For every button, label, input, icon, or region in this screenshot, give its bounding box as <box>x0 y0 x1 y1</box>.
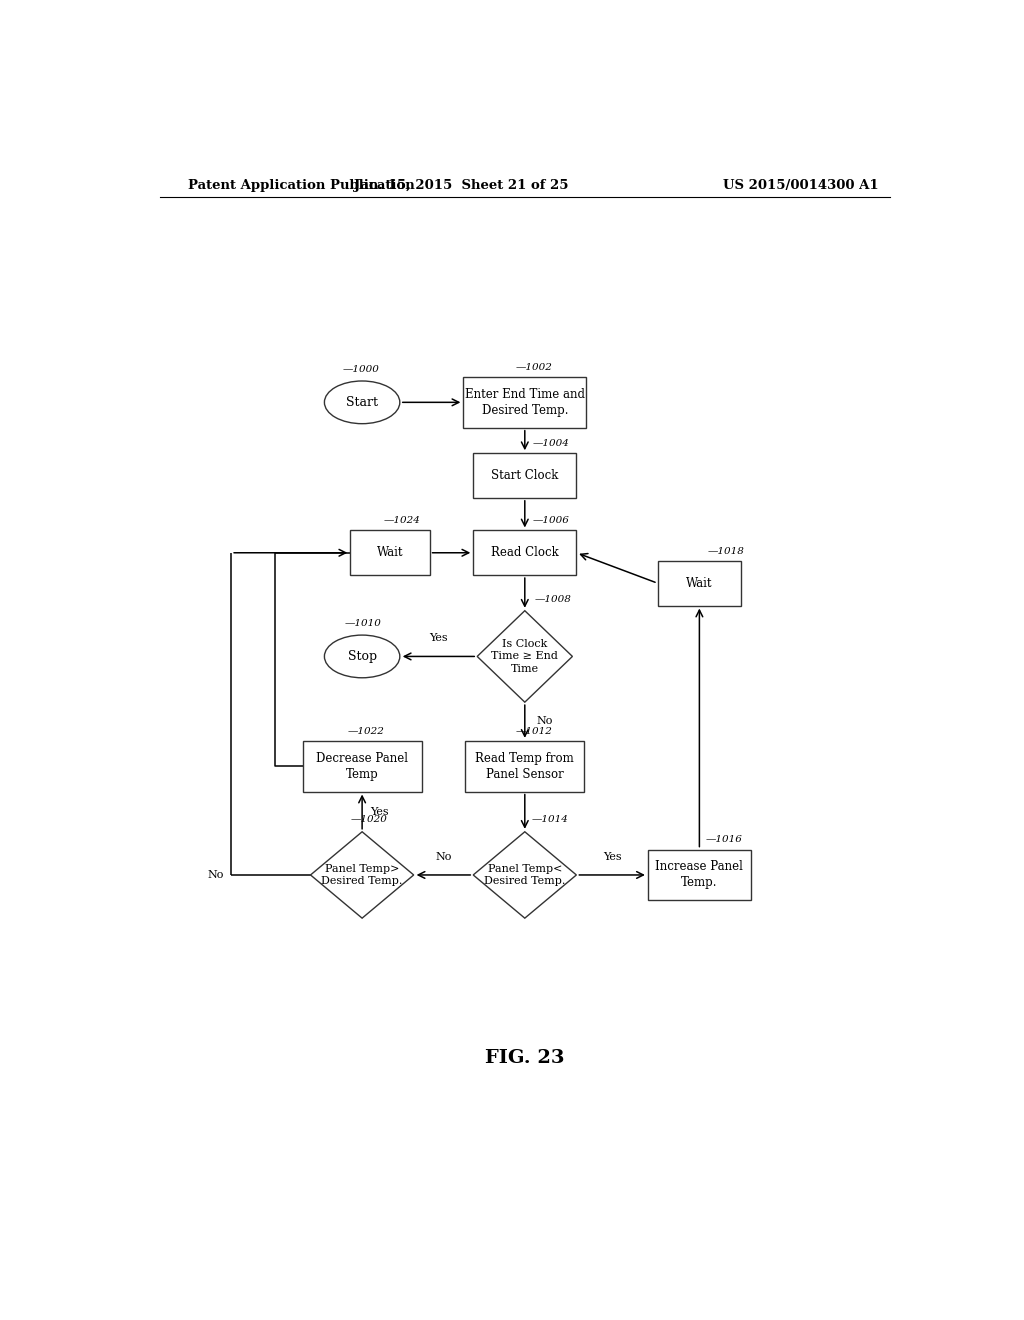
Text: —1006: —1006 <box>532 516 569 525</box>
Text: Yes: Yes <box>429 634 447 643</box>
Text: —1024: —1024 <box>384 516 421 525</box>
Text: —1004: —1004 <box>532 440 569 447</box>
Polygon shape <box>310 832 414 919</box>
Polygon shape <box>473 832 577 919</box>
FancyBboxPatch shape <box>473 531 577 576</box>
Text: Panel Temp<
Desired Temp.: Panel Temp< Desired Temp. <box>484 863 565 886</box>
Text: Wait: Wait <box>686 577 713 590</box>
Text: —1022: —1022 <box>348 727 385 735</box>
Text: —1002: —1002 <box>515 363 552 372</box>
Text: —1000: —1000 <box>342 364 379 374</box>
Text: Decrease Panel
Temp: Decrease Panel Temp <box>316 751 409 780</box>
Text: No: No <box>537 717 553 726</box>
Ellipse shape <box>325 381 399 424</box>
Text: —1016: —1016 <box>706 836 742 845</box>
FancyBboxPatch shape <box>463 378 587 428</box>
Text: Patent Application Publication: Patent Application Publication <box>187 178 415 191</box>
Text: Yes: Yes <box>603 851 622 862</box>
Text: —1010: —1010 <box>345 619 382 628</box>
Text: Read Temp from
Panel Sensor: Read Temp from Panel Sensor <box>475 751 574 780</box>
Ellipse shape <box>325 635 399 677</box>
Text: Wait: Wait <box>377 546 403 560</box>
Text: Start Clock: Start Clock <box>492 469 558 482</box>
Text: —1014: —1014 <box>531 816 568 824</box>
Text: No: No <box>435 851 452 862</box>
Text: No: No <box>207 870 223 880</box>
FancyBboxPatch shape <box>657 561 741 606</box>
Polygon shape <box>477 611 572 702</box>
FancyBboxPatch shape <box>465 741 585 792</box>
Text: Stop: Stop <box>347 649 377 663</box>
Text: Yes: Yes <box>370 807 389 817</box>
Text: Panel Temp>
Desired Temp.: Panel Temp> Desired Temp. <box>322 863 402 886</box>
FancyBboxPatch shape <box>303 741 422 792</box>
Text: —1020: —1020 <box>350 816 387 824</box>
Text: US 2015/0014300 A1: US 2015/0014300 A1 <box>723 178 879 191</box>
FancyBboxPatch shape <box>648 850 751 900</box>
Text: FIG. 23: FIG. 23 <box>485 1049 564 1067</box>
Text: Enter End Time and
Desired Temp.: Enter End Time and Desired Temp. <box>465 388 585 417</box>
Text: —1012: —1012 <box>515 727 552 735</box>
Text: Jan. 15, 2015  Sheet 21 of 25: Jan. 15, 2015 Sheet 21 of 25 <box>354 178 568 191</box>
Text: Is Clock
Time ≥ End
Time: Is Clock Time ≥ End Time <box>492 639 558 673</box>
Text: Read Clock: Read Clock <box>490 546 559 560</box>
FancyBboxPatch shape <box>473 453 577 498</box>
Text: —1018: —1018 <box>708 546 744 556</box>
Text: Start: Start <box>346 396 378 409</box>
Text: —1008: —1008 <box>535 594 571 603</box>
Text: Increase Panel
Temp.: Increase Panel Temp. <box>655 861 743 890</box>
FancyBboxPatch shape <box>350 531 430 576</box>
